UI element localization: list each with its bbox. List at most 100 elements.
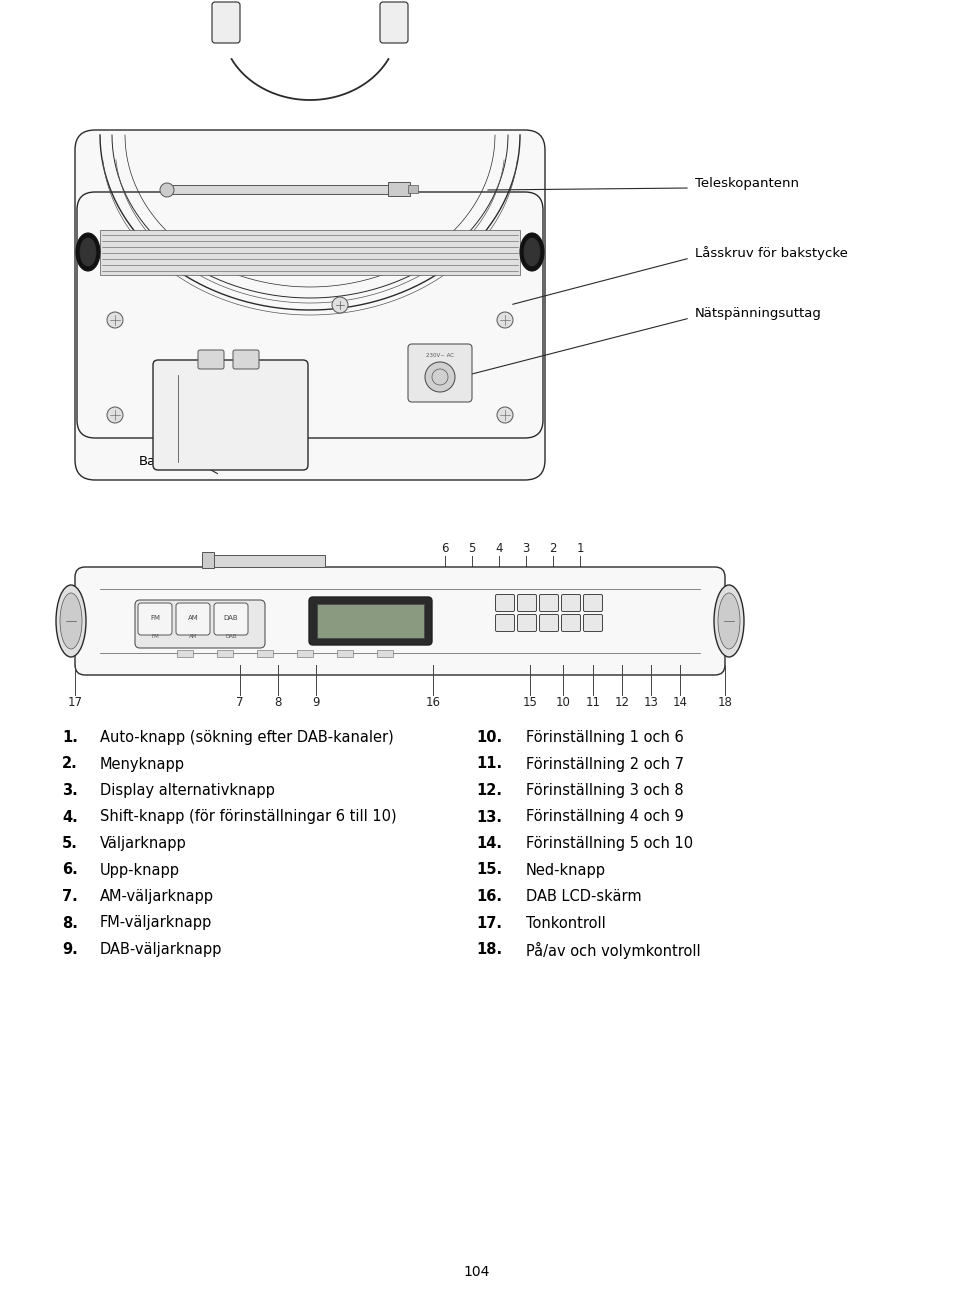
FancyBboxPatch shape [539, 595, 558, 612]
FancyBboxPatch shape [212, 3, 240, 43]
Text: 14.: 14. [476, 836, 501, 852]
FancyBboxPatch shape [309, 597, 432, 645]
Text: Tonkontroll: Tonkontroll [525, 916, 605, 930]
FancyBboxPatch shape [316, 604, 423, 638]
Text: Auto-knapp (sökning efter DAB-kanaler): Auto-knapp (sökning efter DAB-kanaler) [100, 730, 394, 745]
Text: 11.: 11. [476, 756, 501, 772]
Text: Ned-knapp: Ned-knapp [525, 862, 605, 878]
Text: 12: 12 [614, 697, 629, 710]
FancyBboxPatch shape [175, 603, 210, 635]
Text: 6.: 6. [62, 862, 78, 878]
Ellipse shape [523, 238, 539, 266]
Bar [296, 650, 313, 658]
Circle shape [107, 312, 123, 328]
Text: DAB: DAB [223, 614, 238, 621]
Bar [177, 650, 193, 658]
Text: 4.: 4. [62, 810, 78, 824]
Text: 6: 6 [441, 541, 448, 554]
Text: 104: 104 [463, 1265, 490, 1279]
Text: 1.: 1. [62, 730, 78, 745]
Bar [388, 182, 410, 196]
Text: Förinställning 1 och 6: Förinställning 1 och 6 [525, 730, 683, 745]
Circle shape [332, 297, 348, 313]
Text: 9.: 9. [62, 942, 78, 958]
Ellipse shape [718, 593, 740, 648]
FancyBboxPatch shape [495, 614, 514, 631]
Text: 7: 7 [236, 697, 244, 710]
Ellipse shape [80, 238, 96, 266]
Bar [205, 555, 325, 567]
Text: 12.: 12. [476, 783, 501, 798]
Text: 16: 16 [425, 697, 440, 710]
Text: 9: 9 [312, 697, 319, 710]
Text: 8.: 8. [62, 916, 78, 930]
FancyBboxPatch shape [152, 360, 308, 470]
FancyBboxPatch shape [198, 350, 224, 369]
FancyBboxPatch shape [583, 595, 602, 612]
Text: 14: 14 [672, 697, 687, 710]
Text: 8: 8 [274, 697, 281, 710]
Text: 4: 4 [495, 541, 502, 554]
FancyBboxPatch shape [517, 614, 536, 631]
Bar [256, 650, 273, 658]
Ellipse shape [60, 593, 82, 648]
FancyBboxPatch shape [561, 595, 579, 612]
Text: 5: 5 [468, 541, 476, 554]
Bar [336, 650, 353, 658]
Ellipse shape [56, 586, 86, 658]
Bar [100, 231, 519, 275]
Text: 17.: 17. [476, 916, 501, 930]
Text: 16.: 16. [476, 889, 501, 904]
FancyBboxPatch shape [583, 614, 602, 631]
Text: Förinställning 3 och 8: Förinställning 3 och 8 [525, 783, 683, 798]
Text: 2.: 2. [62, 756, 78, 772]
Text: DAB LCD-skärm: DAB LCD-skärm [525, 889, 641, 904]
Text: Upp-knapp: Upp-knapp [100, 862, 180, 878]
Ellipse shape [519, 233, 543, 271]
FancyBboxPatch shape [233, 350, 258, 369]
Text: 3.: 3. [62, 783, 78, 798]
FancyBboxPatch shape [213, 603, 248, 635]
Text: 15: 15 [522, 697, 537, 710]
FancyBboxPatch shape [539, 614, 558, 631]
FancyBboxPatch shape [138, 603, 172, 635]
Text: FM-väljarknapp: FM-väljarknapp [100, 916, 212, 930]
Text: Teleskopantenn: Teleskopantenn [695, 177, 799, 190]
Text: 13.: 13. [476, 810, 501, 824]
Polygon shape [110, 190, 510, 350]
Text: 10.: 10. [476, 730, 501, 745]
Circle shape [497, 407, 513, 423]
Text: 230V~ AC: 230V~ AC [426, 352, 454, 358]
Text: 18.: 18. [476, 942, 501, 958]
Text: 17: 17 [68, 697, 82, 710]
Text: Nätspänningsuttag: Nätspänningsuttag [695, 307, 821, 320]
Bar [170, 185, 390, 194]
FancyBboxPatch shape [75, 567, 724, 675]
Text: 7.: 7. [62, 889, 78, 904]
Text: 2: 2 [549, 541, 557, 554]
Text: FM: FM [151, 634, 159, 638]
Bar [216, 650, 233, 658]
Text: Förinställning 2 och 7: Förinställning 2 och 7 [525, 756, 683, 772]
Text: 1: 1 [576, 541, 583, 554]
FancyBboxPatch shape [561, 614, 579, 631]
Text: DAB: DAB [225, 634, 236, 638]
Ellipse shape [76, 233, 100, 271]
FancyBboxPatch shape [379, 3, 408, 43]
Text: På/av och volymkontroll: På/av och volymkontroll [525, 942, 700, 959]
Bar [376, 650, 393, 658]
Text: FM: FM [150, 614, 160, 621]
Ellipse shape [713, 586, 743, 658]
Text: 10: 10 [555, 697, 570, 710]
Text: AM: AM [189, 634, 197, 638]
Text: 18: 18 [717, 697, 732, 710]
Text: Förinställning 4 och 9: Förinställning 4 och 9 [525, 810, 683, 824]
Text: Display alternativknapp: Display alternativknapp [100, 783, 274, 798]
Bar [202, 552, 213, 569]
Text: Menyknapp: Menyknapp [100, 756, 185, 772]
FancyBboxPatch shape [517, 595, 536, 612]
FancyBboxPatch shape [135, 600, 265, 648]
FancyBboxPatch shape [77, 193, 542, 438]
Text: Låsskruv för bakstycke: Låsskruv för bakstycke [695, 246, 847, 259]
Circle shape [160, 183, 173, 196]
